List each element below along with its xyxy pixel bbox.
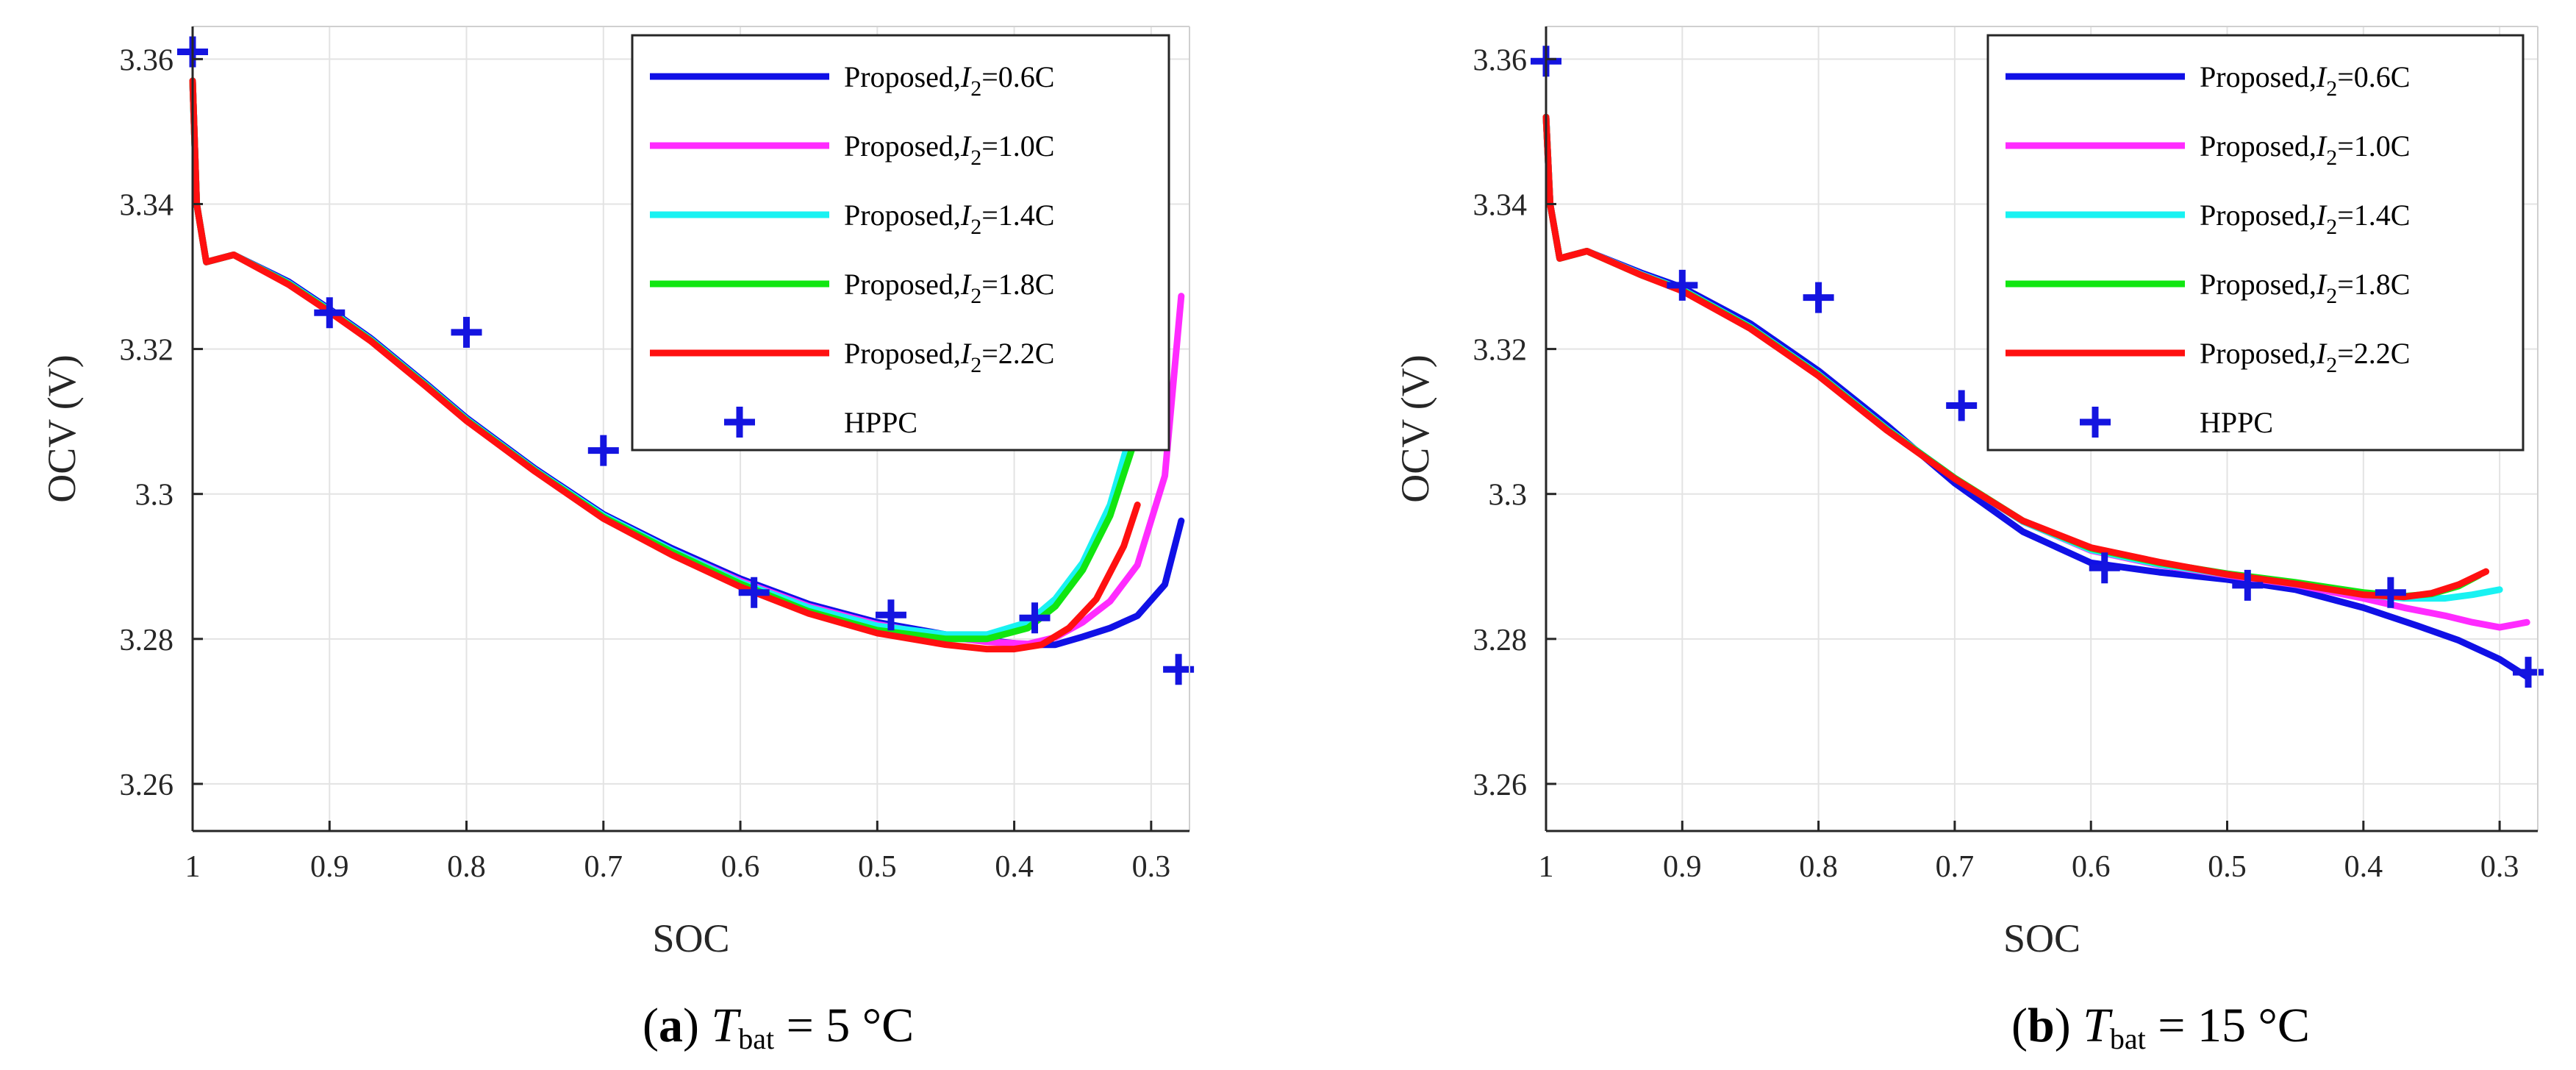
y-tick-label: 3.3 bbox=[1489, 479, 1528, 513]
x-tick-label: 1 bbox=[1539, 850, 1554, 884]
legend-label: Proposed,I2=2.2C bbox=[2200, 337, 2410, 377]
x-tick-label: 0.5 bbox=[2208, 850, 2247, 884]
x-axis-label: SOC bbox=[652, 916, 729, 960]
y-axis-label: OCV (V) bbox=[1393, 354, 1437, 503]
legend: Proposed,I2=0.6C Proposed,I2=1.0C Proposed… bbox=[1986, 34, 2525, 452]
x-axis-label: SOC bbox=[2003, 916, 2081, 960]
x-tick-label: 0.7 bbox=[584, 850, 623, 884]
y-tick-label: 3.26 bbox=[120, 768, 174, 802]
x-tick-label: 0.9 bbox=[310, 850, 349, 884]
legend-label: Proposed,I2=1.4C bbox=[844, 199, 1054, 239]
x-tick-label: 0.6 bbox=[721, 850, 760, 884]
legend-hppc-marker bbox=[2080, 407, 2111, 438]
y-tick-label: 3.32 bbox=[120, 334, 174, 368]
series-line-22c bbox=[1542, 113, 2490, 601]
legend-label: Proposed,I2=0.6C bbox=[2200, 60, 2410, 101]
legend-label: Proposed,I2=2.2C bbox=[844, 337, 1054, 377]
chart-panel-b: 1 0.9 0.8 0.7 0.6 0.5 0.4 0.3 3.26 3.28 3.3 3.32 3.3… bbox=[1393, 26, 2544, 1055]
x-tick-label: 0.6 bbox=[2072, 850, 2111, 884]
legend-label: Proposed,I2=0.6C bbox=[844, 60, 1054, 101]
hppc-marker bbox=[2375, 577, 2406, 608]
x-tick-label: 0.7 bbox=[1936, 850, 1975, 884]
y-tick-label: 3.28 bbox=[120, 624, 174, 657]
legend-box bbox=[1986, 34, 2525, 452]
hppc-marker bbox=[314, 297, 346, 329]
hppc-marker bbox=[2089, 552, 2120, 584]
y-tick-label: 3.32 bbox=[1473, 334, 1528, 368]
legend-label: Proposed,I2=1.0C bbox=[844, 129, 1054, 170]
legend-label: Proposed,I2=1.8C bbox=[844, 268, 1054, 308]
y-tick-label: 3.3 bbox=[135, 479, 174, 513]
legend-box bbox=[631, 34, 1170, 452]
y-tick-label: 3.26 bbox=[1473, 768, 1528, 802]
series-line-22c bbox=[189, 77, 1141, 653]
hppc-marker bbox=[2232, 569, 2264, 601]
x-tick-label: 0.8 bbox=[447, 850, 486, 884]
x-tick-label: 0.3 bbox=[1132, 850, 1171, 884]
legend-label: HPPC bbox=[2200, 406, 2273, 439]
y-tick-label: 3.36 bbox=[120, 43, 174, 77]
legend-label: HPPC bbox=[844, 406, 917, 439]
y-tick-label: 3.34 bbox=[120, 188, 174, 222]
hppc-marker bbox=[2513, 657, 2544, 688]
legend-label: Proposed,I2=1.8C bbox=[2200, 268, 2410, 308]
x-tick-label: 0.5 bbox=[858, 850, 897, 884]
x-tick-label: 1 bbox=[185, 850, 201, 884]
chart-panel-a: 1 0.9 0.8 0.7 0.6 0.5 0.4 0.3 3.26 3.28 3.3 3.32 3.3… bbox=[40, 26, 1195, 1055]
x-tick-label: 0.4 bbox=[995, 850, 1034, 884]
y-tick-label: 3.34 bbox=[1473, 188, 1528, 222]
hppc-marker bbox=[1667, 269, 1698, 301]
hppc-marker bbox=[1946, 390, 1978, 421]
hppc-marker bbox=[875, 599, 906, 631]
hppc-marker bbox=[1803, 282, 1834, 313]
x-tick-label: 0.8 bbox=[1799, 850, 1838, 884]
y-tick-label: 3.28 bbox=[1473, 624, 1528, 657]
hppc-marker bbox=[451, 316, 482, 348]
legend-label: Proposed,I2=1.4C bbox=[2200, 199, 2410, 239]
x-tick-label: 0.9 bbox=[1663, 850, 1702, 884]
legend-label: Proposed,I2=1.0C bbox=[2200, 129, 2410, 170]
y-axis-label: OCV (V) bbox=[40, 354, 84, 503]
panel-caption: (b) Tbat = 15 °C bbox=[2011, 999, 2310, 1055]
y-tick-label: 3.36 bbox=[1473, 43, 1528, 77]
x-tick-label: 0.4 bbox=[2344, 850, 2383, 884]
hppc-marker bbox=[1019, 602, 1051, 634]
x-tick-label: 0.3 bbox=[2480, 850, 2519, 884]
panel-caption: (a) Tbat = 5 °C bbox=[643, 999, 914, 1055]
hppc-marker bbox=[587, 435, 619, 466]
hppc-marker bbox=[738, 577, 770, 608]
legend: Proposed,I2=0.6C Proposed,I2=1.0C Proposed… bbox=[631, 34, 1170, 452]
legend-hppc-marker bbox=[724, 407, 755, 438]
